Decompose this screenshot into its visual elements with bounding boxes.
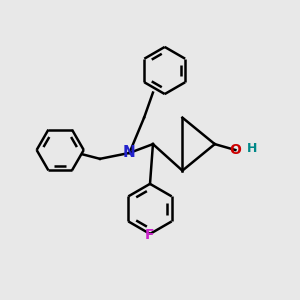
Text: O: O bbox=[230, 143, 241, 157]
Text: F: F bbox=[145, 228, 155, 242]
Text: H: H bbox=[246, 142, 257, 155]
Text: N: N bbox=[123, 146, 136, 160]
